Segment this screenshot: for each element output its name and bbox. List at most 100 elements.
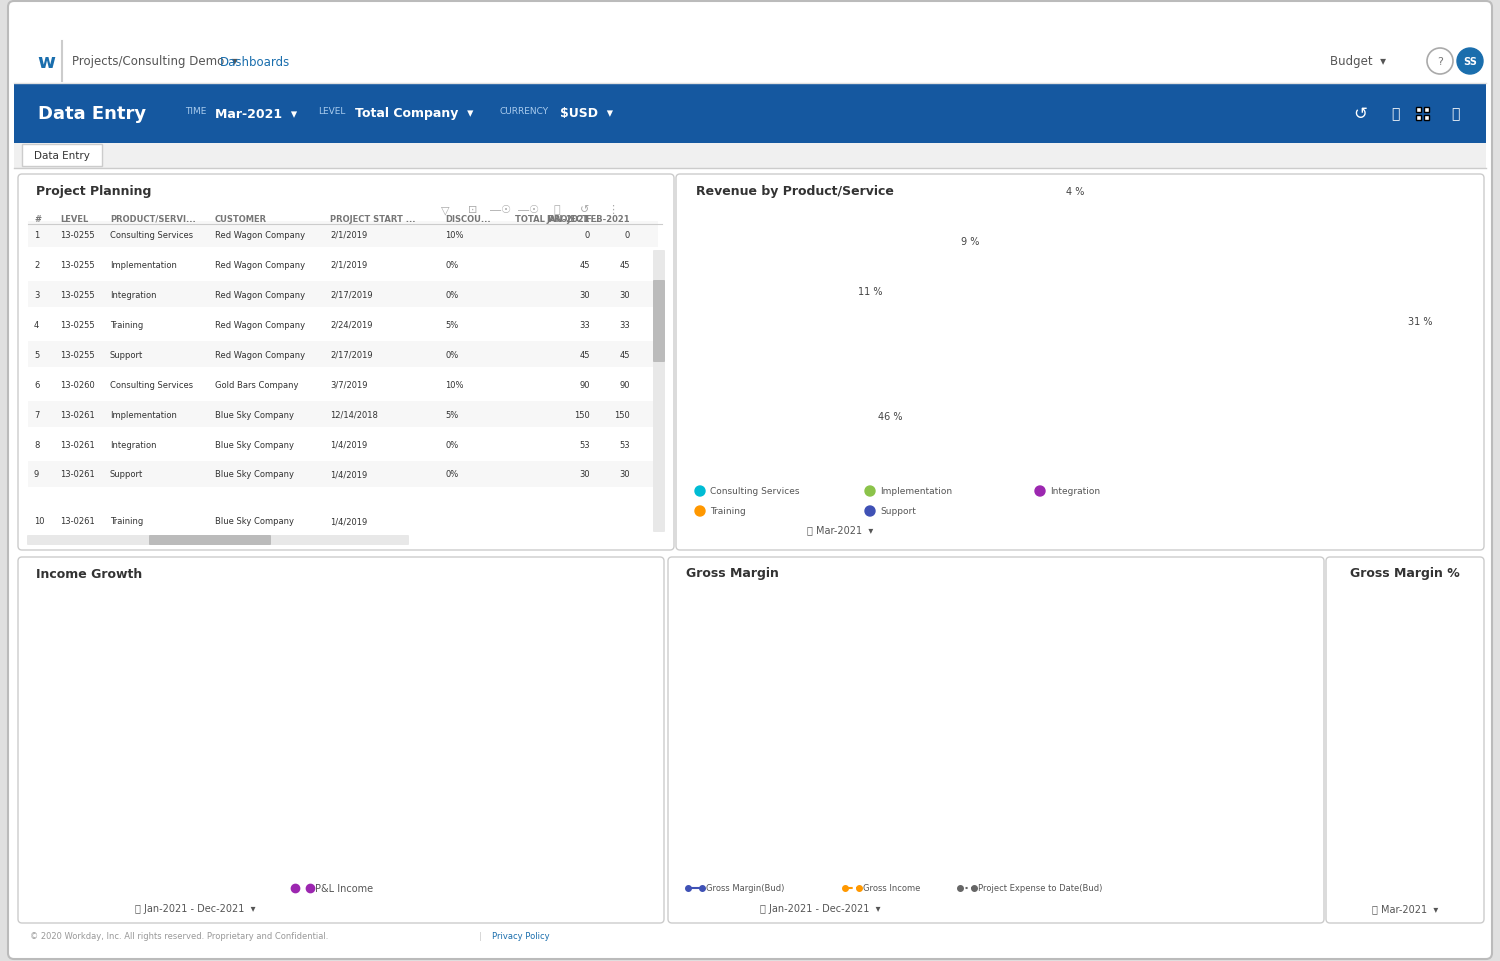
Text: 5: 5 bbox=[34, 350, 39, 359]
Text: 2/17/2019: 2/17/2019 bbox=[330, 350, 372, 359]
FancyBboxPatch shape bbox=[28, 342, 658, 368]
Bar bbox=[414, 725, 444, 961]
Text: Implementation: Implementation bbox=[110, 260, 177, 269]
Text: Support: Support bbox=[880, 507, 916, 516]
Text: PRODUCT/SERVI...: PRODUCT/SERVI... bbox=[110, 214, 195, 223]
Text: 30: 30 bbox=[579, 290, 590, 299]
Text: Support: Support bbox=[110, 470, 144, 479]
Text: 100: 100 bbox=[1466, 698, 1482, 707]
FancyBboxPatch shape bbox=[28, 222, 658, 248]
Circle shape bbox=[694, 486, 705, 497]
Text: 13-0260: 13-0260 bbox=[60, 381, 94, 389]
Text: Project Expense to Date(Bud): Project Expense to Date(Bud) bbox=[978, 883, 1102, 893]
Text: Blue Sky Company: Blue Sky Company bbox=[214, 470, 294, 479]
Bar bbox=[590, 730, 620, 961]
Circle shape bbox=[1035, 486, 1046, 497]
Text: Dashboards: Dashboards bbox=[220, 56, 291, 68]
Text: Privacy Policy: Privacy Policy bbox=[492, 931, 549, 941]
Text: 5%: 5% bbox=[446, 410, 459, 419]
Text: Red Wagon Company: Red Wagon Company bbox=[214, 260, 304, 269]
Text: 13-0255: 13-0255 bbox=[60, 320, 94, 330]
Text: 150: 150 bbox=[574, 410, 590, 419]
Text: ↺: ↺ bbox=[580, 205, 590, 214]
Text: Integration: Integration bbox=[1050, 487, 1100, 496]
Text: ⋮: ⋮ bbox=[608, 205, 618, 214]
Text: Gold Bars Company: Gold Bars Company bbox=[214, 381, 298, 389]
Bar bbox=[284, 713, 314, 961]
Wedge shape bbox=[980, 318, 1203, 442]
Bar bbox=[195, 708, 226, 961]
Wedge shape bbox=[1022, 211, 1095, 327]
Wedge shape bbox=[980, 290, 1095, 327]
Text: PROJECT START ...: PROJECT START ... bbox=[330, 214, 416, 223]
FancyBboxPatch shape bbox=[28, 402, 658, 428]
FancyBboxPatch shape bbox=[22, 145, 102, 167]
Text: Project Planning: Project Planning bbox=[36, 185, 152, 198]
Text: ⊡: ⊡ bbox=[468, 205, 477, 214]
Text: LEVEL: LEVEL bbox=[60, 214, 88, 223]
Text: 0%: 0% bbox=[446, 350, 459, 359]
FancyBboxPatch shape bbox=[27, 535, 410, 546]
Wedge shape bbox=[1095, 211, 1210, 367]
FancyBboxPatch shape bbox=[18, 557, 664, 923]
Text: 13-0255: 13-0255 bbox=[60, 260, 94, 269]
Text: Mar-2021  ▾: Mar-2021 ▾ bbox=[214, 108, 297, 120]
Text: 12/14/2018: 12/14/2018 bbox=[330, 410, 378, 419]
Text: 0: 0 bbox=[1352, 698, 1356, 707]
Text: Blue Sky Company: Blue Sky Company bbox=[214, 440, 294, 449]
Text: Gross Margin %: Gross Margin % bbox=[1350, 567, 1460, 579]
Text: 13-0255: 13-0255 bbox=[60, 290, 94, 299]
Text: 0: 0 bbox=[585, 231, 590, 239]
Text: 13-0261: 13-0261 bbox=[60, 440, 94, 449]
Text: 📌 Mar-2021  ▾: 📌 Mar-2021 ▾ bbox=[807, 525, 873, 534]
FancyBboxPatch shape bbox=[13, 144, 1486, 169]
Bar bbox=[544, 713, 576, 961]
FancyBboxPatch shape bbox=[668, 557, 1324, 923]
Text: Implementation: Implementation bbox=[880, 487, 952, 496]
Text: 45: 45 bbox=[579, 350, 590, 359]
Bar bbox=[238, 719, 270, 961]
Text: Revenue by Product/Service: Revenue by Product/Service bbox=[696, 185, 894, 198]
Text: #: # bbox=[34, 214, 40, 223]
Text: 4: 4 bbox=[34, 320, 39, 330]
Text: © 2020 Workday, Inc. All rights reserved. Proprietary and Confidential.: © 2020 Workday, Inc. All rights reserved… bbox=[30, 931, 328, 941]
Text: CURRENCY: CURRENCY bbox=[500, 107, 549, 115]
Circle shape bbox=[865, 506, 874, 516]
Text: 53: 53 bbox=[579, 440, 590, 449]
FancyBboxPatch shape bbox=[1424, 115, 1428, 120]
Text: 1/4/2019: 1/4/2019 bbox=[330, 440, 368, 449]
Text: 150: 150 bbox=[615, 410, 630, 419]
FancyBboxPatch shape bbox=[148, 535, 272, 546]
Text: Training: Training bbox=[710, 507, 746, 516]
Text: Gross Margin: Gross Margin bbox=[686, 567, 778, 579]
Y-axis label: $,000: $,000 bbox=[50, 702, 58, 726]
Text: 13-0261: 13-0261 bbox=[60, 410, 94, 419]
Circle shape bbox=[1456, 49, 1484, 75]
Text: 33: 33 bbox=[620, 320, 630, 330]
Text: 6: 6 bbox=[34, 381, 39, 389]
Text: Red Wagon Company: Red Wagon Company bbox=[214, 290, 304, 299]
Text: Budget  ▾: Budget ▾ bbox=[1330, 56, 1386, 68]
Text: 2/1/2019: 2/1/2019 bbox=[330, 260, 368, 269]
FancyBboxPatch shape bbox=[18, 175, 674, 551]
Text: Training: Training bbox=[110, 517, 144, 526]
Text: 0%: 0% bbox=[446, 470, 459, 479]
Text: 5%: 5% bbox=[446, 320, 459, 330]
FancyBboxPatch shape bbox=[652, 251, 664, 532]
Text: TOTAL PROJECT ...: TOTAL PROJECT ... bbox=[514, 214, 600, 223]
Text: 1/4/2019: 1/4/2019 bbox=[330, 517, 368, 526]
Text: 📷: 📷 bbox=[1390, 107, 1400, 121]
Circle shape bbox=[694, 506, 705, 516]
Text: Integration: Integration bbox=[110, 440, 156, 449]
Text: ―☉: ―☉ bbox=[519, 205, 540, 214]
Text: Red Wagon Company: Red Wagon Company bbox=[214, 350, 304, 359]
Text: 30: 30 bbox=[579, 470, 590, 479]
Circle shape bbox=[865, 486, 874, 497]
Text: 3/7/2019: 3/7/2019 bbox=[330, 381, 368, 389]
FancyBboxPatch shape bbox=[1416, 115, 1420, 120]
Text: 9 %: 9 % bbox=[962, 236, 980, 247]
Text: LEVEL: LEVEL bbox=[318, 107, 345, 115]
Text: JAN-2021: JAN-2021 bbox=[546, 214, 590, 223]
Text: 13-0261: 13-0261 bbox=[60, 470, 94, 479]
FancyBboxPatch shape bbox=[676, 175, 1484, 551]
